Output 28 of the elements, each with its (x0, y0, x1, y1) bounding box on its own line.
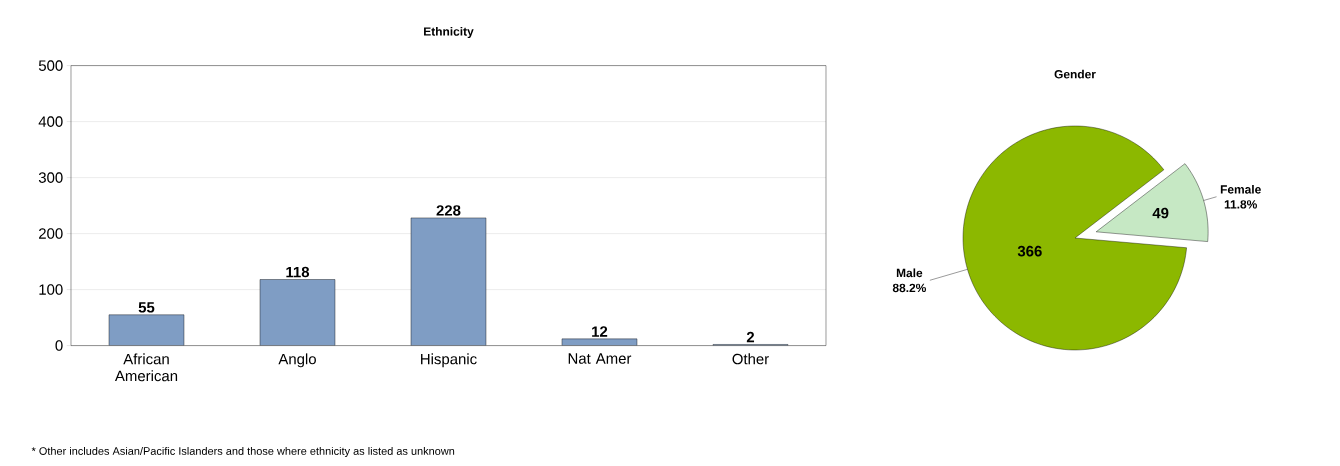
y-tick-label: 0 (55, 340, 63, 351)
x-tick-label: Hispanic (421, 353, 477, 368)
bar (259, 279, 336, 346)
x-tick-label: Other (732, 353, 769, 365)
data-label: 12 (592, 326, 608, 337)
chart-title: Ethnicity (424, 26, 474, 39)
data-label: 2 (746, 331, 755, 343)
data-label: 118 (286, 266, 310, 278)
bar (410, 217, 487, 346)
bar (108, 314, 185, 346)
y-tick-label: 300 (38, 172, 63, 183)
text: * Other includes Asian/Pacific Islanders and those where ethnicity as listed as unknown (31, 446, 455, 458)
data-label: 49 (1152, 207, 1169, 219)
y-tick-label: 200 (39, 228, 63, 239)
x-tick-label: Anglo (278, 353, 316, 368)
data-label: 228 (436, 205, 461, 216)
slice-label: Male (896, 268, 923, 278)
y-tick-label: 400 (38, 116, 63, 127)
text: 88.2% (892, 283, 927, 293)
data-label: 55 (138, 302, 155, 313)
chart-title: Gender (1054, 69, 1096, 79)
y-tick-label: 500 (38, 60, 63, 71)
data-label: 366 (1017, 245, 1042, 257)
x-tick-label: African American (114, 353, 178, 382)
text: 11.8% (1224, 200, 1257, 209)
slice-label: Female (1220, 184, 1261, 194)
y-tick-label: 100 (39, 284, 63, 295)
x-tick-label: Nat Amer (568, 353, 632, 364)
